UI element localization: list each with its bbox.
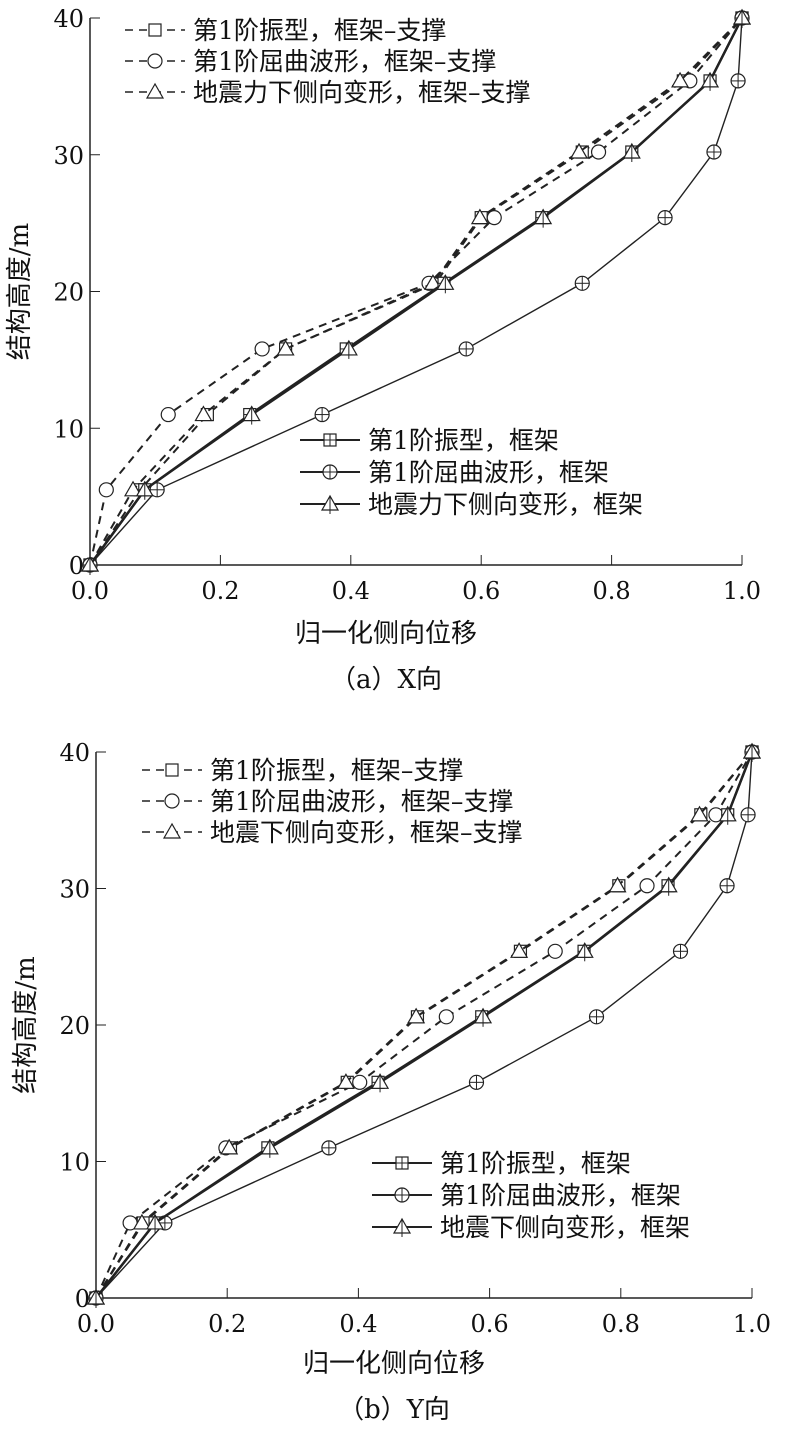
- y-axis-label: 结构高度/m: [11, 956, 41, 1093]
- legend-label: 第1阶振型，框架: [368, 426, 559, 455]
- x-axis-label: 归一化侧向位移: [303, 1349, 485, 1379]
- y-tick-label: 20: [53, 279, 84, 307]
- x-tick-label: 0.0: [71, 577, 109, 605]
- x-tick-label: 0.8: [602, 1310, 640, 1338]
- y-axis-label: 结构高度/m: [5, 223, 35, 360]
- legend-item: 第1阶屈曲波形，框架: [300, 458, 609, 487]
- triangle-marker: [407, 1007, 426, 1024]
- legend-item: 第1阶振型，框架: [300, 426, 559, 455]
- triangle-marker: [470, 208, 489, 225]
- y-tick-label: 30: [59, 876, 90, 904]
- triangle-marker: [690, 805, 709, 822]
- y-tick-label: 0: [69, 552, 84, 580]
- y-tick-label: 40: [59, 739, 90, 767]
- triangle-marker: [123, 480, 143, 497]
- triangle-marker: [194, 405, 213, 422]
- legend-label: 第1阶振型，框架–支撑: [210, 756, 463, 785]
- legend-item: 第1阶屈曲波形，框架: [372, 1181, 681, 1210]
- legend-item: 第1阶振型，框架–支撑: [125, 16, 446, 45]
- circle-marker: [547, 943, 563, 959]
- triangle-marker: [671, 71, 690, 88]
- legend-label: 第1阶振型，框架–支撑: [193, 16, 446, 45]
- series-5: [86, 742, 762, 1308]
- x-tick-label: 0.4: [339, 1310, 377, 1338]
- triangle-marker: [569, 142, 589, 159]
- legend-label: 第1阶屈曲波形，框架: [440, 1181, 681, 1210]
- legend-label: 第1阶屈曲波形，框架: [368, 458, 609, 487]
- y-tick-label: 20: [59, 1012, 90, 1040]
- chart-a: 0.0 0.2 0.4 0.6 0.8 1.0 0 10 20 30 40 归一化侧向位移 结构高度/m…: [5, 5, 761, 695]
- x-tick-label: 0.4: [332, 577, 370, 605]
- circle-marker: [352, 1074, 368, 1090]
- legend-item: 第1阶振型，框架: [372, 1149, 631, 1178]
- circle-marker: [438, 1009, 454, 1025]
- legend-item: 地震力下侧向变形，框架: [300, 490, 643, 519]
- y-tick-label: 10: [53, 415, 84, 443]
- caption: （b）Y向: [338, 1395, 450, 1425]
- legend-label: 地震力下侧向变形，框架–支撑: [193, 78, 531, 107]
- y-tick-label: 0: [75, 1285, 90, 1313]
- legend-item: 第1阶屈曲波形，框架–支撑: [125, 47, 496, 76]
- series-4: [88, 744, 760, 1306]
- circle-marker: [160, 406, 176, 423]
- circle-marker: [164, 793, 180, 809]
- x-tick-label: 0.0: [77, 1310, 115, 1338]
- triangle-marker: [336, 1073, 355, 1089]
- x-axis-label: 归一化侧向位移: [295, 619, 477, 649]
- circle-marker: [254, 341, 270, 357]
- legend-label: 第1阶屈曲波形，框架–支撑: [210, 787, 513, 816]
- series-5: [80, 8, 752, 575]
- triangle-marker: [145, 82, 165, 99]
- x-tick-label: 0.2: [201, 577, 239, 605]
- circle-marker: [98, 482, 114, 498]
- legend-item: 地震力下侧向变形，框架–支撑: [125, 78, 531, 107]
- legend-label: 地震下侧向变形，框架: [440, 1213, 690, 1242]
- legend-label: 第1阶振型，框架: [440, 1149, 631, 1178]
- legend-item: 第1阶振型，框架–支撑: [142, 756, 463, 785]
- triangle-marker: [608, 876, 627, 893]
- circle-marker: [639, 878, 655, 894]
- triangle-marker: [162, 822, 182, 839]
- chart-b: 0.0 0.2 0.4 0.6 0.8 1.0 0 10 20 30 40 归一化侧向位移 结构高度/m…: [11, 739, 771, 1425]
- circle-marker: [147, 53, 163, 69]
- legend-label: 第1阶屈曲波形，框架–支撑: [193, 47, 496, 76]
- triangle-marker: [510, 942, 529, 958]
- legend-label: 地震下侧向变形，框架–支撑: [210, 818, 523, 847]
- x-tick-label: 0.2: [208, 1310, 246, 1338]
- triangle-marker: [132, 1213, 151, 1230]
- circle-marker: [590, 144, 607, 160]
- x-tick-label: 0.8: [593, 577, 631, 605]
- triangle-marker: [276, 339, 295, 356]
- x-tick-label: 1.0: [723, 577, 761, 605]
- y-tick-label: 10: [59, 1149, 90, 1177]
- square-marker: [165, 763, 179, 777]
- legend-item: 地震下侧向变形，框架: [372, 1213, 690, 1242]
- legend-item: 第1阶屈曲波形，框架–支撑: [142, 787, 513, 816]
- triangle-marker: [220, 1138, 239, 1155]
- legend-label: 地震力下侧向变形，框架: [368, 490, 643, 519]
- legend-item: 地震下侧向变形，框架–支撑: [142, 818, 523, 847]
- y-tick-label: 30: [53, 142, 84, 170]
- x-tick-label: 0.6: [462, 577, 500, 605]
- y-tick-label: 40: [53, 5, 84, 33]
- series-line: [95, 751, 753, 1299]
- circle-marker: [486, 210, 502, 226]
- x-tick-label: 1.0: [733, 1310, 771, 1338]
- square-marker: [148, 23, 162, 37]
- x-tick-label: 0.6: [471, 1310, 509, 1338]
- caption: （a）X向: [330, 665, 442, 695]
